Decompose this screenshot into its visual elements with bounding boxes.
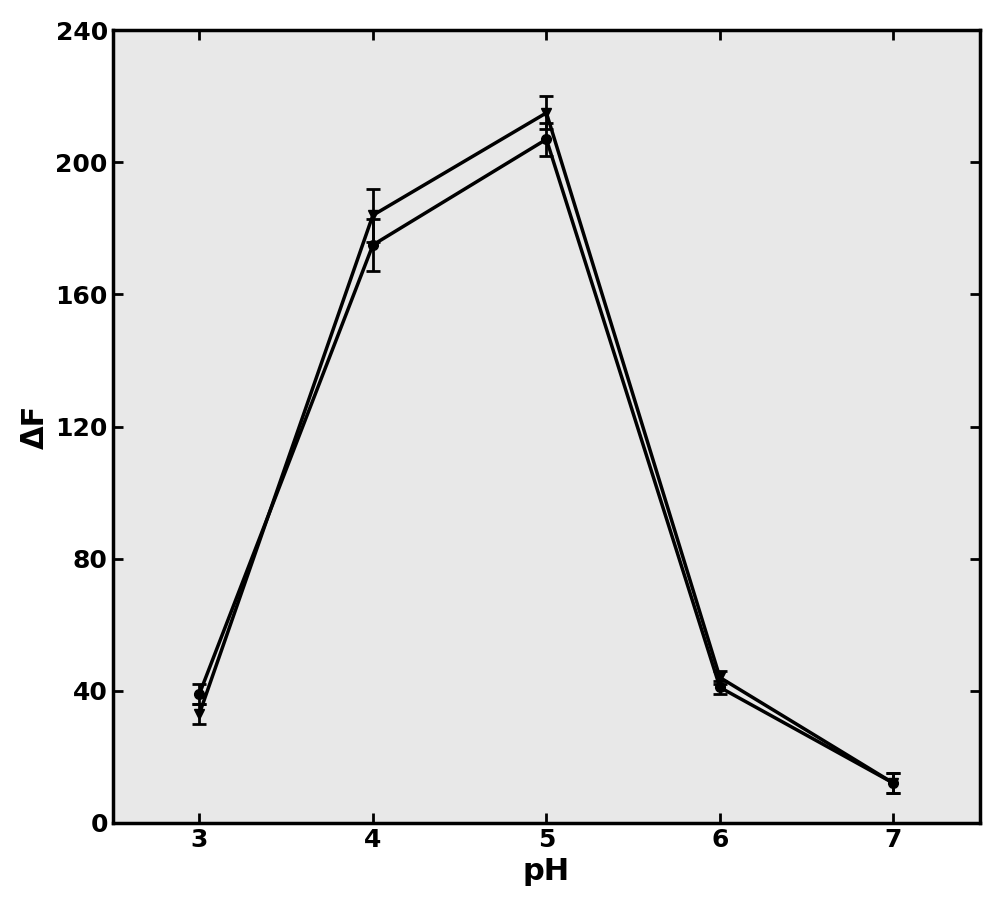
Y-axis label: ΔF: ΔF	[21, 405, 50, 449]
X-axis label: pH: pH	[523, 857, 570, 886]
